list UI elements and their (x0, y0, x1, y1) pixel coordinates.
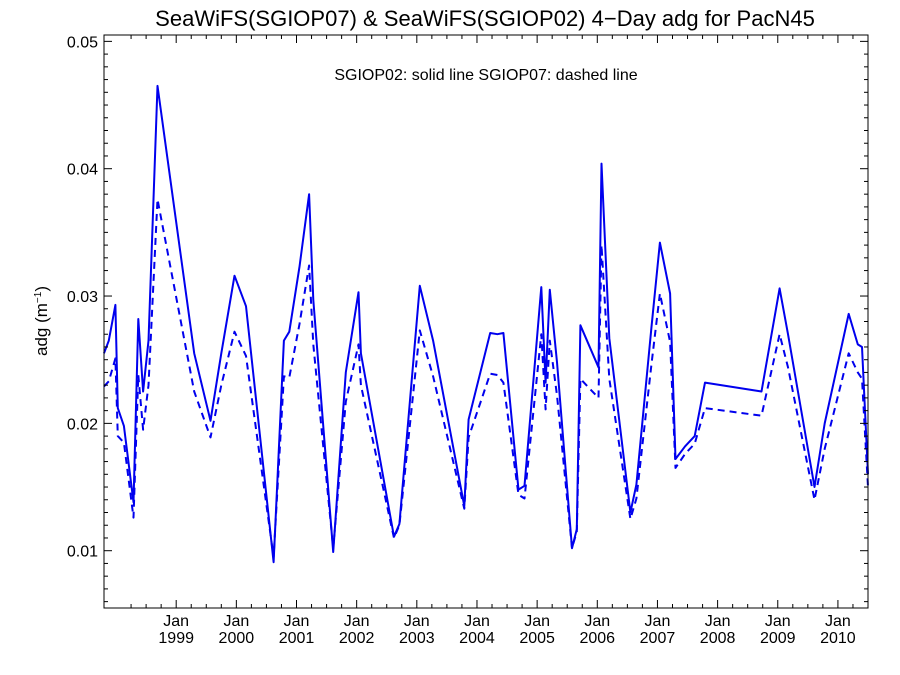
y-axis-label-text: adg (m (32, 303, 51, 356)
x-tick-year-label: 2005 (519, 630, 555, 647)
y-tick-label: 0.04 (67, 162, 98, 179)
x-tick-month-label: Jan (284, 613, 310, 630)
x-tick-month-label: Jan (223, 613, 249, 630)
y-axis: 0.01 0.02 0.03 0.04 0.05 (67, 34, 868, 603)
x-tick-year-label: 2000 (219, 630, 255, 647)
x-tick-month-label: Jan (825, 613, 851, 630)
y-tick-label: 0.02 (67, 416, 98, 433)
y-tick-label: 0.03 (67, 289, 98, 306)
x-tick-year-label: 2004 (459, 630, 495, 647)
plot-frame (103, 34, 869, 609)
x-tick-year-label: 2001 (279, 630, 315, 647)
y-axis-label-exponent: −1 (33, 291, 44, 303)
x-tick-year-label: 1999 (158, 630, 194, 647)
x-tick-month-label: Jan (404, 613, 430, 630)
line-style-legend: SGIOP02: solid line SGIOP07: dashed line (334, 67, 637, 84)
x-axis: Jan1999Jan2000Jan2001Jan2002Jan2003Jan20… (130, 35, 869, 647)
y-tick-label: 0.01 (67, 544, 98, 561)
series-line-sgiop07 (103, 198, 869, 559)
x-tick-year-label: 2003 (399, 630, 435, 647)
x-tick-month-label: Jan (524, 613, 550, 630)
x-tick-year-label: 2007 (640, 630, 676, 647)
x-tick-month-label: Jan (464, 613, 490, 630)
x-tick-month-label: Jan (645, 613, 671, 630)
x-tick-year-label: 2002 (339, 630, 375, 647)
x-tick-month-label: Jan (584, 613, 610, 630)
series-line-sgiop02 (103, 84, 869, 564)
x-tick-month-label: Jan (705, 613, 731, 630)
y-axis-label-close: ) (32, 286, 51, 292)
chart-title: SeaWiFS(SGIOP07) & SeaWiFS(SGIOP02) 4−Da… (155, 6, 815, 31)
x-tick-month-label: Jan (163, 613, 189, 630)
x-tick-month-label: Jan (344, 613, 370, 630)
x-tick-year-label: 2010 (820, 630, 856, 647)
x-tick-year-label: 2008 (700, 630, 736, 647)
y-tick-label: 0.05 (67, 34, 98, 51)
x-tick-year-label: 2006 (579, 630, 615, 647)
plot-area (103, 84, 869, 564)
x-tick-month-label: Jan (765, 613, 791, 630)
x-tick-year-label: 2009 (760, 630, 796, 647)
y-axis-label: adg (m−1) (32, 286, 51, 356)
